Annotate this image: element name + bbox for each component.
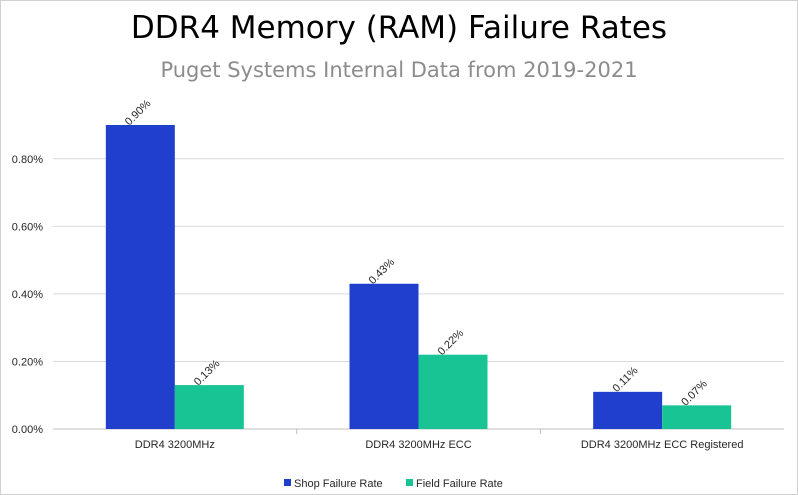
chart-subtitle: Puget Systems Internal Data from 2019-20… bbox=[160, 58, 637, 82]
legend-label-field: Field Failure Rate bbox=[416, 478, 503, 490]
x-category-label: DDR4 3200MHz ECC bbox=[365, 439, 471, 451]
legend-label-shop: Shop Failure Rate bbox=[294, 478, 383, 490]
y-tick-label: 0.00% bbox=[12, 424, 43, 436]
y-axis-ticks: 0.00% 0.20% 0.40% 0.60% 0.80% bbox=[12, 154, 43, 436]
bar-field-2 bbox=[418, 354, 488, 429]
bar-shop-1 bbox=[105, 125, 175, 429]
legend: Shop Failure Rate Field Failure Rate bbox=[284, 478, 503, 490]
y-tick-label: 0.20% bbox=[12, 356, 43, 368]
legend-swatch-shop bbox=[284, 479, 291, 486]
bar-shop-3 bbox=[593, 391, 663, 429]
data-label: 0.22% bbox=[436, 327, 467, 358]
data-label: 0.90% bbox=[123, 97, 154, 128]
bars bbox=[105, 125, 732, 429]
bar-shop-2 bbox=[349, 283, 419, 429]
data-label: 0.43% bbox=[367, 256, 398, 287]
y-tick-label: 0.40% bbox=[12, 289, 43, 301]
x-category-label: DDR4 3200MHz ECC Registered bbox=[581, 439, 744, 451]
bar-field-3 bbox=[662, 405, 732, 429]
x-category-label: DDR4 3200MHz bbox=[135, 439, 215, 451]
y-tick-label: 0.80% bbox=[12, 154, 43, 166]
data-label: 0.13% bbox=[192, 358, 223, 389]
legend-swatch-field bbox=[406, 479, 413, 486]
data-label: 0.11% bbox=[611, 365, 641, 395]
bar-field-1 bbox=[174, 385, 244, 429]
x-axis-categories: DDR4 3200MHz DDR4 3200MHz ECC DDR4 3200MHz… bbox=[135, 439, 744, 451]
y-tick-label: 0.60% bbox=[12, 221, 43, 233]
data-label: 0.07% bbox=[679, 378, 710, 409]
chart-title: DDR4 Memory (RAM) Failure Rates bbox=[131, 10, 667, 46]
